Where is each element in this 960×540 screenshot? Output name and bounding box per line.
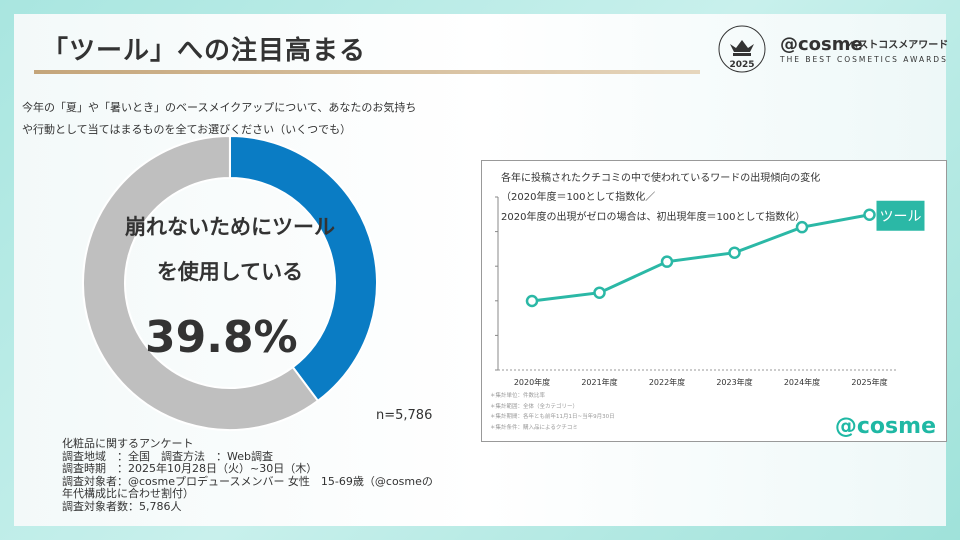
x-tick-label: 2020年度 [514, 377, 550, 387]
donut-label: 崩れないためにツール を使用している [125, 215, 335, 284]
page-title: 「ツール」への注目高まる [42, 36, 367, 66]
data-point [593, 286, 606, 299]
chart-notes: ＊集計単位：件数比率 ＊集計範囲：全体（全カテゴリー） ＊集計期間：各年とも前年11… [490, 393, 615, 431]
logo-year: 2025 [729, 60, 754, 70]
svg-text:THE BEST COSMETICS AWARDS: THE BEST COSMETICS AWARDS [779, 55, 948, 64]
chart-subtitle-2: 2020年度の出現がゼロの場合は、初出現年度＝100として指数化） [501, 212, 806, 223]
donut-slice-rest [82, 134, 320, 431]
x-tick-label: 2021年度 [581, 377, 617, 387]
svg-text:@cosme: @cosme [780, 34, 863, 55]
x-tick-label: 2024年度 [784, 377, 820, 387]
sample-size: n=5,786 [376, 408, 433, 423]
line-chart: 2020年度 2021年度 2022年度 2023年度 2024年度 2025年度 ツール [495, 196, 925, 387]
survey-question: 今年の「夏」や「暑いとき」のベースメイクアップについて、あなたのお気持ちや行動と… [22, 101, 417, 136]
chart-subtitle-1: （2020年度＝100として指数化／ [501, 192, 656, 203]
donut-chart [82, 134, 378, 431]
award-logo: 2025 @cosme ベストコスメアワード THE BEST COSMETIC… [718, 22, 948, 76]
series-line-tool [531, 213, 870, 303]
chart-title: 各年に投稿されたクチコミの中で使われているワードの出現傾向の変化 [501, 173, 821, 184]
x-tick-label: 2022年度 [649, 377, 685, 387]
cosme-logo: @cosme [834, 414, 936, 439]
data-point [660, 255, 674, 268]
survey-info: 化粧品に関するアンケート 調査地域 ：全国 調査方法 ：Web調査 調査時期 ：20… [62, 437, 433, 513]
title-divider [34, 70, 700, 74]
data-point [795, 220, 809, 234]
data-point [525, 294, 539, 308]
donut-slice-highlight [229, 134, 378, 403]
svg-text:ベストコスメアワード: ベストコスメアワード [848, 39, 948, 51]
series-label: ツール [880, 209, 922, 225]
x-tick-label: 2025年度 [851, 377, 887, 387]
donut-value: 39.8% [145, 312, 298, 363]
series-label-box [876, 200, 925, 231]
data-point [728, 246, 741, 259]
data-point [863, 208, 876, 221]
line-chart-panel: 各年に投稿されたクチコミの中で使われているワードの出現傾向の変化 （2020年度… [481, 160, 947, 442]
x-tick-label: 2023年度 [716, 377, 752, 387]
